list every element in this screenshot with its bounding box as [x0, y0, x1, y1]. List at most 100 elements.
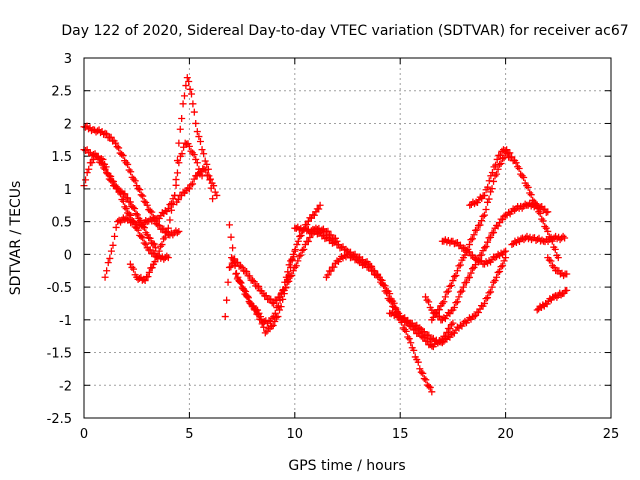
data-point — [425, 382, 433, 390]
data-point — [450, 272, 458, 280]
data-point — [449, 277, 457, 285]
data-point — [139, 234, 147, 242]
data-point — [152, 244, 160, 252]
y-tick-label: 0 — [64, 248, 72, 263]
data-point — [527, 202, 535, 210]
data-point — [155, 247, 163, 255]
x-tick-label: 20 — [497, 427, 514, 442]
data-point — [142, 240, 150, 248]
data-point — [470, 231, 478, 239]
data-point — [211, 188, 219, 196]
data-point — [468, 265, 476, 273]
data-point — [375, 273, 383, 281]
data-point — [141, 277, 149, 285]
data-point — [294, 257, 302, 265]
data-point — [173, 157, 181, 165]
data-point — [466, 201, 474, 209]
y-tick-label: -0.5 — [47, 281, 72, 296]
data-point — [465, 248, 473, 256]
data-point — [473, 226, 481, 234]
data-point — [134, 226, 142, 234]
data-point — [300, 245, 308, 253]
data-point — [556, 236, 564, 244]
data-point — [193, 128, 201, 136]
data-point — [280, 286, 288, 294]
data-point — [291, 245, 299, 253]
data-point — [140, 239, 148, 247]
data-point — [294, 237, 302, 245]
data-point — [487, 188, 495, 196]
data-point — [467, 269, 475, 277]
data-point — [258, 320, 266, 328]
data-point — [420, 328, 428, 336]
data-point — [387, 298, 395, 306]
data-point — [524, 201, 532, 209]
data-point — [560, 272, 568, 280]
data-point — [539, 217, 547, 225]
data-point — [113, 143, 121, 151]
data-point — [518, 172, 526, 180]
data-point — [143, 201, 151, 209]
data-point — [402, 327, 410, 335]
data-point — [563, 286, 571, 294]
data-point — [176, 125, 184, 133]
data-point — [255, 282, 263, 290]
data-point — [296, 232, 304, 240]
data-point — [229, 244, 237, 252]
data-point — [287, 257, 295, 265]
data-point — [200, 150, 208, 158]
data-point — [277, 290, 285, 298]
data-point — [330, 263, 338, 271]
data-point — [452, 299, 460, 307]
data-point — [485, 289, 493, 297]
data-point — [465, 241, 473, 249]
data-point — [290, 253, 298, 261]
data-point — [481, 211, 489, 219]
data-point — [563, 270, 571, 278]
data-point — [416, 365, 424, 373]
data-point — [243, 267, 251, 275]
data-point — [514, 236, 522, 244]
data-point — [440, 237, 448, 245]
data-point — [227, 233, 235, 241]
data-point — [476, 221, 484, 229]
data-point — [196, 138, 204, 146]
data-point — [234, 258, 242, 266]
data-point — [203, 160, 211, 168]
data-point — [405, 335, 413, 343]
y-tick-label: 0.5 — [51, 216, 72, 231]
data-point — [383, 289, 391, 297]
data-point — [271, 317, 279, 325]
data-point — [293, 241, 301, 249]
data-point — [425, 298, 433, 306]
data-point — [124, 160, 132, 168]
data-point — [228, 254, 236, 262]
data-point — [227, 263, 235, 271]
data-point — [89, 155, 97, 163]
data-point — [132, 210, 140, 218]
data-point — [485, 195, 493, 203]
data-point — [167, 200, 175, 208]
data-point — [164, 224, 172, 232]
data-point — [137, 191, 145, 199]
data-point — [163, 227, 171, 235]
data-point — [193, 159, 201, 167]
data-point — [112, 139, 120, 147]
data-point — [189, 180, 197, 188]
data-point — [371, 267, 379, 275]
data-point — [154, 252, 162, 260]
data-point — [295, 252, 303, 260]
data-point — [491, 254, 499, 262]
data-point — [203, 171, 211, 179]
data-point — [130, 217, 138, 225]
data-point — [423, 296, 431, 304]
data-point — [131, 205, 139, 213]
data-point — [198, 146, 206, 154]
data-point — [524, 235, 532, 243]
data-point — [503, 146, 511, 154]
data-point — [107, 133, 115, 141]
data-point — [458, 287, 466, 295]
data-point — [444, 287, 452, 295]
data-point — [292, 262, 300, 270]
